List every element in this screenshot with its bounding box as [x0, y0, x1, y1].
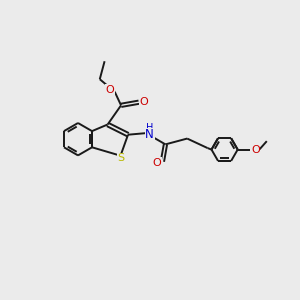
Text: O: O: [251, 145, 260, 154]
Text: H: H: [146, 123, 153, 133]
Text: N: N: [145, 128, 154, 141]
Text: S: S: [118, 153, 125, 163]
Text: O: O: [105, 85, 114, 95]
Text: O: O: [153, 158, 161, 168]
Text: O: O: [140, 97, 148, 107]
